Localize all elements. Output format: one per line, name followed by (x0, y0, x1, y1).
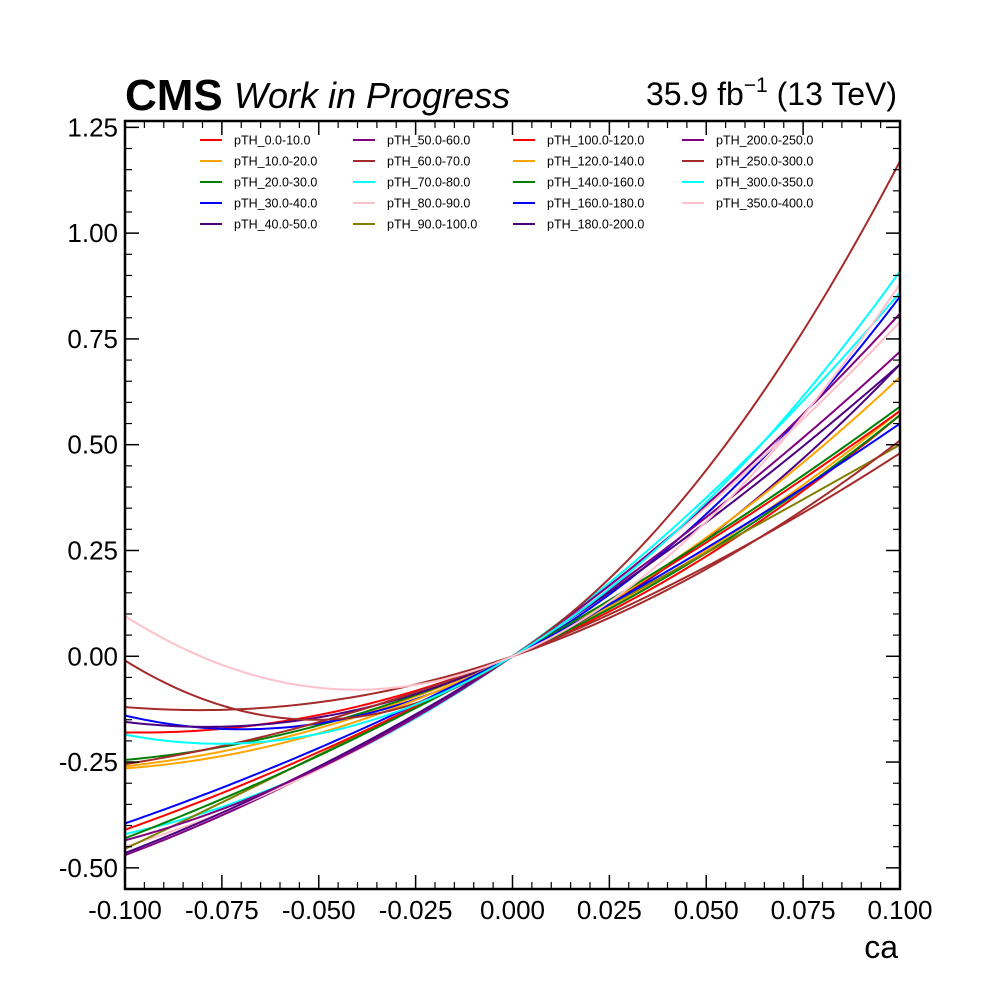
legend-label: pTH_10.0-20.0 (234, 155, 317, 169)
x-tick-label: -0.075 (185, 895, 259, 925)
x-tick-label: -0.050 (282, 895, 356, 925)
legend-label: pTH_20.0-30.0 (234, 176, 317, 190)
energy-label: (13 TeV) (768, 76, 897, 112)
y-tick-label: -0.25 (59, 747, 118, 777)
y-tick-label: 0.25 (67, 535, 118, 565)
y-tick-label: -0.50 (59, 853, 118, 883)
series-line-20 (125, 283, 900, 691)
legend-label: pTH_200.0-250.0 (716, 134, 813, 148)
series-layer (125, 160, 900, 857)
series-line-16 (125, 312, 900, 842)
experiment-label: CMS (125, 71, 223, 120)
legend-label: pTH_60.0-70.0 (387, 155, 470, 169)
series-line-13 (125, 405, 900, 840)
y-tick-label: 0.00 (67, 641, 118, 671)
legend-label: pTH_90.0-100.0 (387, 218, 477, 232)
lumi-exponent: −1 (744, 74, 768, 97)
x-tick-label: 0.075 (771, 895, 836, 925)
plot-frame (123, 119, 902, 891)
legend-label: pTH_120.0-140.0 (547, 155, 644, 169)
x-tick-label: 0.100 (867, 895, 932, 925)
axis-ticks: -0.100 -0.075 -0.050 -0.025 0.000 0.025 0.050 0… (59, 112, 933, 925)
legend-label: pTH_50.0-60.0 (387, 134, 470, 148)
legend-label: pTH_160.0-180.0 (547, 197, 644, 211)
legend-label: pTH_250.0-300.0 (716, 155, 813, 169)
series-line-18 (125, 160, 900, 721)
legend-label: pTH_40.0-50.0 (234, 218, 317, 232)
legend-label: pTH_350.0-400.0 (716, 197, 813, 211)
y-tick-label: 0.75 (67, 324, 118, 354)
legend: pTH_0.0-10.0 pTH_10.0-20.0 pTH_20.0-30.0 pT… (200, 134, 813, 232)
y-tick-label: 1.00 (67, 218, 118, 248)
x-tick-label: -0.025 (379, 895, 453, 925)
legend-label: pTH_30.0-40.0 (234, 197, 317, 211)
legend-label: pTH_0.0-10.0 (234, 134, 310, 148)
x-axis-label: ca (864, 929, 898, 965)
status-label: Work in Progress (234, 75, 510, 116)
series-line-17 (125, 439, 900, 712)
legend-label: pTH_300.0-350.0 (716, 176, 813, 190)
legend-label: pTH_140.0-160.0 (547, 176, 644, 190)
legend-label: pTH_180.0-200.0 (547, 218, 644, 232)
y-tick-label: 1.25 (67, 112, 118, 142)
x-tick-label: 0.000 (480, 895, 545, 925)
legend-label: pTH_80.0-90.0 (387, 197, 470, 211)
x-tick-label: 0.025 (577, 895, 642, 925)
x-tick-label: 0.050 (674, 895, 739, 925)
series-line-9 (125, 321, 900, 848)
lumi-value: 35.9 fb (646, 76, 744, 112)
legend-label: pTH_100.0-120.0 (547, 134, 644, 148)
series-line-14 (125, 422, 900, 825)
series-line-19 (125, 270, 900, 745)
y-tick-label: 0.50 (67, 430, 118, 460)
x-tick-label: -0.100 (88, 895, 162, 925)
series-line-11 (125, 410, 900, 831)
legend-label: pTH_70.0-80.0 (387, 176, 470, 190)
luminosity-label: 35.9 fb−1 (13 TeV) (646, 74, 897, 112)
series-line-2 (125, 410, 900, 768)
